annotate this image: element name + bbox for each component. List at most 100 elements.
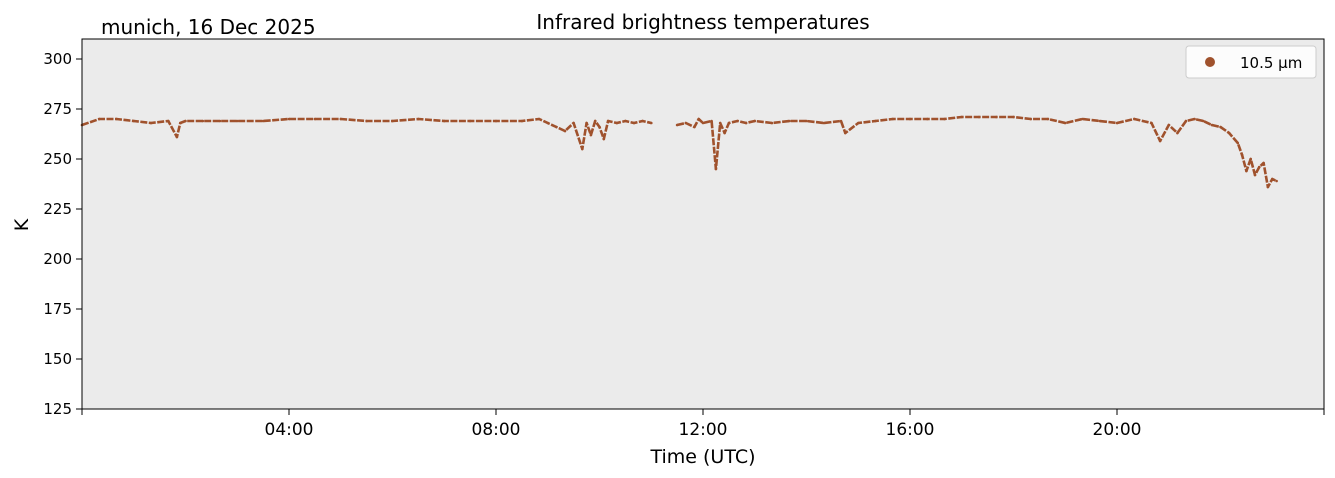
data-point xyxy=(1158,139,1162,143)
data-point xyxy=(581,147,584,151)
data-point xyxy=(167,119,170,123)
x-axis: 04:00 08:00 12:00 16:00 20:00 xyxy=(81,409,1325,440)
data-point xyxy=(926,117,929,121)
data-point xyxy=(546,121,550,125)
data-point xyxy=(179,121,182,125)
x-tick-label: 04:00 xyxy=(265,420,314,440)
plot-area xyxy=(82,39,1324,409)
data-point xyxy=(1262,161,1265,165)
data-point xyxy=(977,115,981,119)
data-point xyxy=(839,119,843,123)
data-point xyxy=(98,117,101,121)
data-point xyxy=(844,131,847,135)
data-point xyxy=(684,121,688,125)
data-point xyxy=(908,117,912,121)
data-point xyxy=(606,119,610,123)
data-point xyxy=(218,119,222,123)
data-point xyxy=(1133,117,1136,121)
data-point xyxy=(598,125,601,129)
data-point xyxy=(537,117,541,121)
data-point xyxy=(236,119,239,123)
data-point xyxy=(261,119,265,123)
data-point xyxy=(417,117,420,121)
data-point xyxy=(650,121,653,125)
x-axis-label: Time (UTC) xyxy=(649,446,755,468)
y-tick-label: 300 xyxy=(43,50,72,68)
data-point xyxy=(641,119,644,123)
data-point xyxy=(1271,177,1274,181)
x-tick-label: 16:00 xyxy=(886,420,935,440)
series-line-0 xyxy=(81,115,1278,189)
data-point xyxy=(494,119,498,123)
data-point xyxy=(585,121,588,125)
data-point xyxy=(624,119,627,123)
data-point xyxy=(753,119,757,123)
x-tick-label: 08:00 xyxy=(472,420,521,440)
data-point xyxy=(602,137,606,141)
data-point xyxy=(1150,121,1153,125)
data-point xyxy=(184,119,187,123)
data-point xyxy=(555,125,558,129)
data-point xyxy=(1046,117,1050,121)
data-point xyxy=(943,117,946,121)
data-point xyxy=(736,119,739,123)
data-point xyxy=(1029,117,1033,121)
data-point xyxy=(744,121,748,125)
y-tick-label: 250 xyxy=(43,150,72,168)
data-point xyxy=(287,117,291,121)
legend-marker xyxy=(1205,57,1215,67)
data-point xyxy=(365,119,368,123)
data-point xyxy=(1227,131,1231,135)
data-point xyxy=(313,117,317,121)
data-point xyxy=(201,119,205,123)
data-point xyxy=(1193,117,1196,121)
data-point xyxy=(770,121,774,125)
data-point xyxy=(714,167,718,171)
data-point xyxy=(115,117,118,121)
chart-subtitle: munich, 16 Dec 2025 xyxy=(101,15,316,39)
chart-title: Infrared brightness temperatures xyxy=(536,10,869,34)
data-point xyxy=(1210,123,1214,127)
data-point xyxy=(339,117,343,121)
data-point xyxy=(1012,115,1015,119)
data-point xyxy=(727,121,731,125)
data-point xyxy=(718,121,722,125)
data-point xyxy=(1184,119,1188,123)
data-point xyxy=(1275,179,1278,183)
data-point xyxy=(1240,153,1244,157)
data-point xyxy=(443,119,446,123)
data-point xyxy=(1081,117,1084,121)
data-point xyxy=(675,123,679,127)
data-point xyxy=(697,117,700,121)
data-point xyxy=(701,121,705,125)
data-point xyxy=(857,121,860,125)
data-point xyxy=(995,115,998,119)
data-point xyxy=(788,119,791,123)
data-point xyxy=(149,121,153,125)
data-point xyxy=(874,119,877,123)
data-point xyxy=(693,125,696,129)
data-point xyxy=(1236,141,1240,145)
data-point xyxy=(1115,121,1119,125)
data-point xyxy=(572,121,575,125)
legend-label: 10.5 µm xyxy=(1240,54,1302,72)
data-point xyxy=(468,119,472,123)
data-point xyxy=(615,121,619,125)
data-point xyxy=(1202,119,1205,123)
y-tick-label: 175 xyxy=(43,300,72,318)
data-point xyxy=(1098,119,1102,123)
y-tick-label: 275 xyxy=(43,100,72,118)
data-point xyxy=(632,121,636,125)
data-point xyxy=(1176,131,1179,135)
data-point xyxy=(563,129,567,133)
y-axis-label: K xyxy=(11,218,33,231)
data-point xyxy=(593,119,597,123)
legend-box xyxy=(1185,45,1317,79)
data-point xyxy=(960,115,964,119)
data-point xyxy=(1219,125,1222,129)
y-axis: 125 150 175 200 225 250 275 300 xyxy=(43,50,82,418)
x-tick-label: 20:00 xyxy=(1093,420,1142,440)
data-point xyxy=(589,133,593,137)
data-point xyxy=(520,119,524,123)
